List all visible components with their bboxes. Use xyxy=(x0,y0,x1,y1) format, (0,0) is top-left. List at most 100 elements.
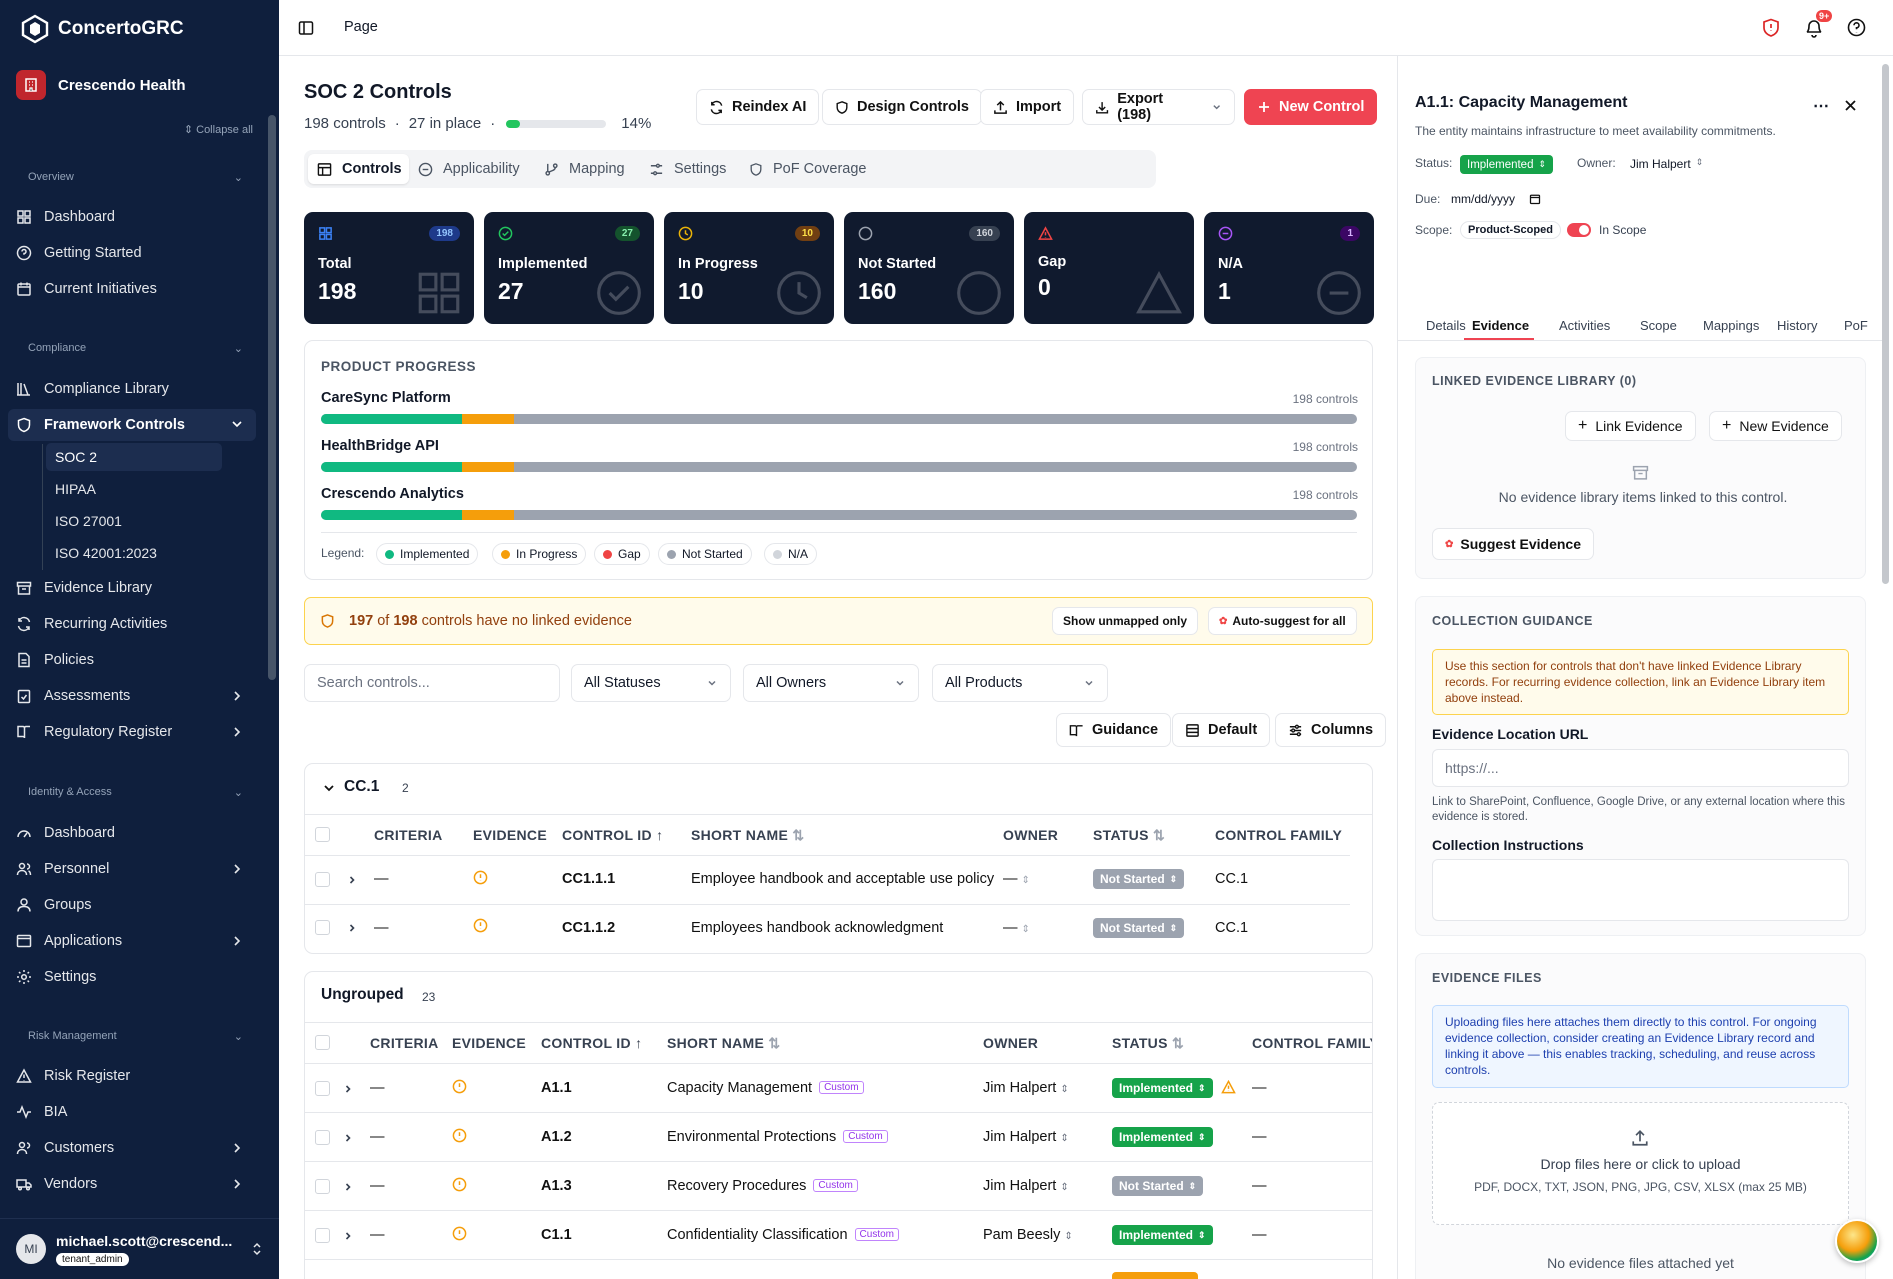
assistant-avatar-button[interactable] xyxy=(1835,1219,1879,1263)
column-control-family[interactable]: CONTROL FAMILY xyxy=(1215,827,1343,843)
sidebar-item-iso42001[interactable]: ISO 42001:2023 xyxy=(55,539,231,567)
close-icon[interactable] xyxy=(1844,99,1857,112)
status-badge[interactable]: Not Started ⇕ xyxy=(1112,1176,1204,1196)
column-status[interactable]: STATUS ⇅ xyxy=(1093,827,1165,844)
row-checkbox[interactable] xyxy=(315,1228,330,1243)
owner-cell[interactable]: Jim Halpert ⇕ xyxy=(983,1080,1069,1096)
select-all-checkbox[interactable] xyxy=(315,827,330,842)
tab-activities[interactable]: Activities xyxy=(1559,318,1611,333)
owner-cell[interactable]: Jim Halpert ⇕ xyxy=(983,1129,1069,1145)
tab-scope[interactable]: Scope xyxy=(1640,318,1677,333)
new-evidence-button[interactable]: + New Evidence xyxy=(1709,411,1842,441)
chevron-right-icon[interactable] xyxy=(342,1181,354,1193)
new-control-button[interactable]: New Control xyxy=(1244,89,1378,125)
show-unmapped-button[interactable]: Show unmapped only xyxy=(1052,607,1199,635)
row-checkbox[interactable] xyxy=(315,1130,330,1145)
sidebar-item-bia[interactable]: BIA xyxy=(16,1097,256,1127)
chevron-right-icon[interactable] xyxy=(342,1230,354,1242)
tab-controls[interactable]: Controls xyxy=(317,161,402,177)
column-status[interactable]: STATUS ⇅ xyxy=(1112,1035,1184,1052)
sidebar-item-compliance-library[interactable]: Compliance Library xyxy=(16,374,256,404)
sidebar-item-applications[interactable]: Applications xyxy=(16,926,256,956)
evidence-url-input[interactable]: https://... xyxy=(1432,749,1849,787)
status-filter[interactable]: All Statuses xyxy=(571,664,731,702)
collection-instructions-textarea[interactable] xyxy=(1432,859,1849,921)
control-id-cell[interactable]: A1.1 xyxy=(541,1080,572,1096)
breadcrumb[interactable]: Page xyxy=(344,19,378,35)
row-checkbox[interactable] xyxy=(315,1081,330,1096)
select-all-checkbox[interactable] xyxy=(315,1035,330,1050)
column-control-id[interactable]: CONTROL ID ↑ xyxy=(541,1035,642,1051)
more-options-icon[interactable]: ⋯ xyxy=(1813,98,1829,115)
section-compliance[interactable]: Compliance ⌄ xyxy=(28,342,243,355)
file-dropzone[interactable] xyxy=(1432,1102,1849,1225)
chevron-right-icon[interactable] xyxy=(346,874,358,886)
sidebar-item-settings[interactable]: Settings xyxy=(16,962,256,992)
control-id-cell[interactable]: CC1.1.2 xyxy=(562,920,616,936)
column-owner[interactable]: OWNER xyxy=(983,1035,1039,1051)
design-controls-button[interactable]: Design Controls xyxy=(822,89,982,125)
due-date-input[interactable]: mm/dd/yyyy xyxy=(1451,192,1541,206)
sidebar-item-vendors[interactable]: Vendors xyxy=(16,1169,256,1199)
sidebar-item-policies[interactable]: Policies xyxy=(16,645,256,675)
owner-cell[interactable]: — ⇕ xyxy=(1003,871,1030,887)
sidebar-item-framework-controls[interactable]: Framework Controls xyxy=(8,409,256,441)
user-menu[interactable]: MI michael.scott@crescend... tenant_admin xyxy=(0,1218,279,1279)
sidebar-item-dashboard[interactable]: Dashboard xyxy=(16,202,256,232)
row-checkbox[interactable] xyxy=(315,920,330,935)
column-criteria[interactable]: CRITERIA xyxy=(374,827,443,843)
status-badge[interactable]: Not Started ⇕ xyxy=(1093,918,1185,938)
owner-filter[interactable]: All Owners xyxy=(743,664,919,702)
columns-button[interactable]: Columns xyxy=(1275,713,1387,747)
short-name-cell[interactable]: Employees handbook acknowledgment xyxy=(691,920,944,936)
section-risk[interactable]: Risk Management ⌄ xyxy=(28,1030,243,1043)
owner-cell[interactable]: — ⇕ xyxy=(1003,920,1030,936)
default-view-button[interactable]: Default xyxy=(1172,713,1271,747)
sidebar-item-ia-dashboard[interactable]: Dashboard xyxy=(16,818,256,848)
column-control-family[interactable]: CONTROL FAMILY xyxy=(1252,1035,1372,1051)
shield-alert-icon[interactable] xyxy=(1762,18,1780,38)
chevron-right-icon[interactable] xyxy=(342,1083,354,1095)
column-evidence[interactable]: EVIDENCE xyxy=(473,827,547,843)
sidebar-item-risk-register[interactable]: Risk Register xyxy=(16,1061,256,1091)
import-button[interactable]: Import xyxy=(980,89,1075,125)
stat-card-not-started[interactable]: 160 Not Started 160 xyxy=(844,212,1014,324)
app-logo[interactable]: ConcertoGRC xyxy=(20,14,184,44)
short-name-cell[interactable]: Capacity Management Custom xyxy=(667,1080,864,1096)
org-switcher[interactable]: Crescendo Health xyxy=(16,70,186,100)
sidebar-item-recurring-activities[interactable]: Recurring Activities xyxy=(16,609,256,639)
sidebar-item-customers[interactable]: Customers xyxy=(16,1133,256,1163)
status-badge[interactable]: Implemented ⇕ xyxy=(1112,1127,1213,1147)
suggest-evidence-button[interactable]: ✿ Suggest Evidence xyxy=(1432,528,1594,560)
collapse-all-button[interactable]: ⇕ Collapse all xyxy=(183,124,253,136)
product-filter[interactable]: All Products xyxy=(932,664,1108,702)
status-badge[interactable]: Implemented ⇕ xyxy=(1112,1225,1213,1245)
stat-card-in-progress[interactable]: 10 In Progress 10 xyxy=(664,212,834,324)
control-id-cell[interactable]: CC1.1.1 xyxy=(562,871,616,887)
control-id-cell[interactable]: A1.2 xyxy=(541,1129,572,1145)
chevron-down-icon[interactable] xyxy=(322,781,336,795)
column-owner[interactable]: OWNER xyxy=(1003,827,1059,843)
sidebar-item-groups[interactable]: Groups xyxy=(16,890,256,920)
stat-card-total[interactable]: 198 Total 198 xyxy=(304,212,474,324)
sidebar-item-soc2[interactable]: SOC 2 xyxy=(46,443,222,471)
status-badge[interactable]: Implemented ⇕ xyxy=(1112,1078,1213,1098)
auto-suggest-button[interactable]: ✿ Auto-suggest for all xyxy=(1208,607,1357,635)
tab-pof-coverage[interactable]: PoF Coverage xyxy=(749,161,867,177)
sidebar-item-iso27001[interactable]: ISO 27001 xyxy=(55,507,231,535)
column-criteria[interactable]: CRITERIA xyxy=(370,1035,439,1051)
guidance-button[interactable]: Guidance xyxy=(1056,713,1172,747)
help-circle-icon[interactable] xyxy=(1847,18,1866,37)
stat-card-implemented[interactable]: 27 Implemented 27 xyxy=(484,212,654,324)
export-button[interactable]: Export (198) xyxy=(1082,89,1235,125)
control-id-cell[interactable]: C1.1 xyxy=(541,1227,572,1243)
sidebar-item-hipaa[interactable]: HIPAA xyxy=(55,475,231,503)
sidebar-item-personnel[interactable]: Personnel xyxy=(16,854,256,884)
search-input[interactable]: Search controls... xyxy=(304,664,560,702)
link-evidence-button[interactable]: + Link Evidence xyxy=(1565,411,1696,441)
column-control-id[interactable]: CONTROL ID ↑ xyxy=(562,827,663,843)
section-overview[interactable]: Overview ⌄ xyxy=(28,171,243,184)
tab-history[interactable]: History xyxy=(1777,318,1818,333)
chevron-right-icon[interactable] xyxy=(346,922,358,934)
tab-mapping[interactable]: Mapping xyxy=(544,161,625,177)
